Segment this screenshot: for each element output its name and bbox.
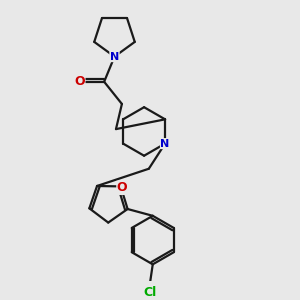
Text: O: O <box>117 182 128 194</box>
Text: N: N <box>110 52 119 61</box>
Text: Cl: Cl <box>143 286 156 299</box>
Text: O: O <box>74 75 85 88</box>
Text: N: N <box>160 139 170 148</box>
